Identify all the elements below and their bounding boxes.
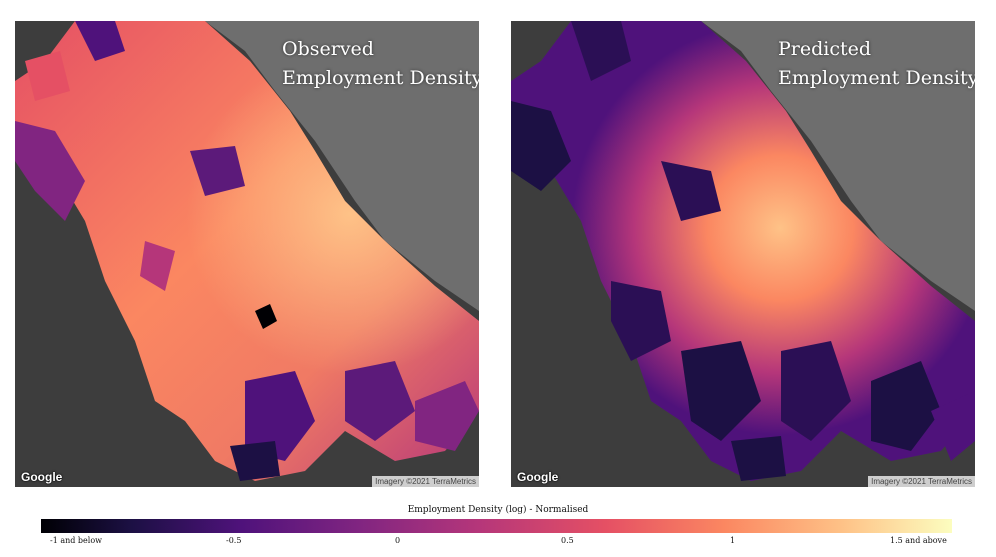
colorbar-tick-label: 0 (395, 536, 401, 545)
map-title-line-2: Employment Density (282, 67, 479, 89)
colorbar-tick-label: 0.5 (561, 536, 574, 545)
observed-map-panel[interactable]: Observed Employment Density Google Image… (15, 21, 479, 487)
imagery-attribution[interactable]: Imagery ©2021 TerraMetrics (868, 476, 975, 487)
imagery-attribution[interactable]: Imagery ©2021 TerraMetrics (372, 476, 479, 487)
observed-map-title: Observed Employment Density (282, 35, 479, 93)
colorbar-title: Employment Density (log) - Normalised (407, 505, 589, 515)
predicted-map-image (511, 21, 975, 487)
map-title-line-2: Employment Density (778, 67, 975, 89)
map-title-line-1: Predicted (778, 38, 872, 60)
google-logo[interactable]: Google (21, 470, 63, 484)
observed-map-image (15, 21, 479, 487)
google-logo[interactable]: Google (517, 470, 559, 484)
colorbar (41, 519, 952, 533)
map-title-line-1: Observed (282, 38, 374, 60)
colorbar-tick-label: -0.5 (226, 536, 242, 545)
predicted-map-title: Predicted Employment Density (778, 35, 975, 93)
colorbar-tick-label: -1 and below (50, 536, 102, 545)
colorbar-tick-label: 1.5 and above (890, 536, 947, 545)
colorbar-tick-label: 1 (730, 536, 736, 545)
predicted-map-panel[interactable]: Predicted Employment Density Google Imag… (511, 21, 975, 487)
